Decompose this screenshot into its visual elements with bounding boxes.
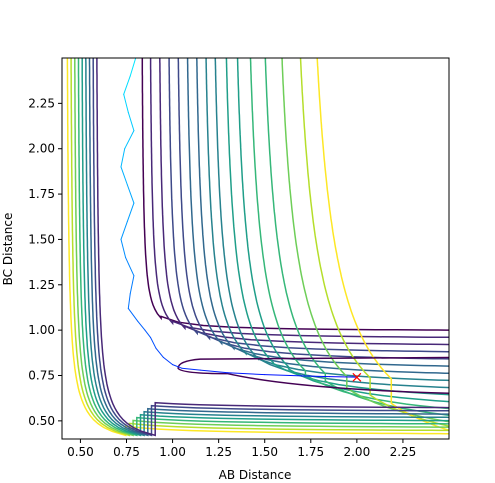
trajectory-segment-16 — [137, 320, 146, 331]
contour-line-3 — [159, 58, 449, 346]
trajectory-segment-18 — [150, 336, 157, 349]
y-tick-label: 1.25 — [28, 278, 55, 292]
trajectory-segment-24 — [227, 372, 266, 376]
trajectory-segment-5 — [124, 130, 135, 150]
inner-wall-contour-5 — [81, 58, 449, 437]
trajectory-segment-17 — [144, 329, 151, 338]
contour-line-6 — [186, 58, 449, 367]
x-tick-label: 2.25 — [390, 445, 417, 459]
contour-line-13 — [264, 58, 449, 417]
trajectory-segment-26 — [301, 375, 330, 378]
contour-line-7 — [196, 58, 449, 375]
y-tick-label: 0.50 — [28, 414, 55, 428]
trajectory-segment-8 — [126, 184, 135, 204]
contour-line-9 — [214, 58, 449, 389]
trajectory-segment-23 — [199, 369, 229, 374]
x-tick-label: 1.25 — [205, 445, 232, 459]
contour-line-5 — [177, 58, 449, 360]
y-tick-label: 1.00 — [28, 323, 55, 337]
y-tick-label: 1.75 — [28, 187, 55, 201]
marker-stroke-b — [352, 372, 362, 382]
trajectory-segment-3 — [123, 93, 129, 113]
well-contour-line — [177, 356, 449, 394]
inner-wall-contour-7 — [88, 58, 449, 437]
contour-line-10 — [225, 58, 449, 396]
contour-line-2 — [149, 58, 449, 339]
inner-wall-contour-8 — [92, 58, 449, 437]
trajectory-segment-15 — [127, 307, 139, 322]
contour-line-15 — [299, 58, 449, 427]
y-tick-label: 0.75 — [28, 369, 55, 383]
x-axis-label: AB Distance — [219, 468, 292, 482]
trajectory-segment-2 — [123, 75, 131, 95]
trajectory-segment-22 — [181, 367, 201, 371]
inner-wall-contour-1 — [66, 58, 449, 437]
contour-line-11 — [236, 58, 449, 403]
inner-wall-contour-3 — [74, 58, 449, 437]
plot-frame — [61, 57, 450, 440]
trajectory-segment-27 — [328, 376, 358, 378]
y-axis-label: BC Distance — [1, 213, 15, 286]
x-tick-label: 0.50 — [67, 445, 94, 459]
trajectory-segment-12 — [125, 257, 135, 277]
contour-line-14 — [281, 58, 449, 423]
inner-wall-contour-2 — [70, 58, 449, 437]
trajectory-segment-14 — [127, 293, 131, 309]
trajectory-segment-9 — [126, 202, 135, 222]
trajectory — [120, 58, 358, 378]
contour-lines — [66, 58, 449, 437]
x-tick-label: 0.75 — [113, 445, 140, 459]
end-marker-group — [352, 372, 362, 382]
inner-wall-contour-9 — [96, 58, 449, 437]
end-marker — [352, 372, 362, 382]
trajectory-segment-11 — [120, 238, 127, 259]
inner-wall-contour-6 — [85, 58, 449, 437]
x-tick-label: 1.00 — [159, 445, 186, 459]
contour-line-8 — [205, 58, 449, 382]
trajectory-segment-25 — [264, 374, 303, 377]
y-tick-label: 2.00 — [28, 142, 55, 156]
trajectory-segment-21 — [172, 364, 183, 369]
x-tick-label: 1.50 — [251, 445, 278, 459]
trajectory-segment-1 — [129, 58, 137, 77]
trajectory-segment-13 — [129, 275, 135, 295]
trajectory-segment-6 — [120, 148, 126, 168]
trajectory-segment-19 — [155, 347, 164, 358]
x-tick-label: 2.00 — [343, 445, 370, 459]
contour-line-16 — [316, 58, 449, 432]
x-axis-ticks: 0.50 0.75 1.00 1.25 1.50 1.75 2.00 2.25 — [67, 439, 416, 459]
y-axis-ticks: 0.50 0.75 1.00 1.25 1.50 1.75 2.00 2.25 — [28, 96, 62, 428]
y-tick-label: 1.50 — [28, 232, 55, 246]
x-tick-label: 1.75 — [297, 445, 324, 459]
trajectory-segment-4 — [127, 111, 135, 132]
trajectory-segment-20 — [162, 356, 174, 366]
trajectory-segment-7 — [120, 166, 128, 186]
trajectory-segment-10 — [120, 220, 128, 240]
inner-wall-contour-4 — [77, 58, 449, 437]
y-tick-label: 2.25 — [28, 96, 55, 110]
